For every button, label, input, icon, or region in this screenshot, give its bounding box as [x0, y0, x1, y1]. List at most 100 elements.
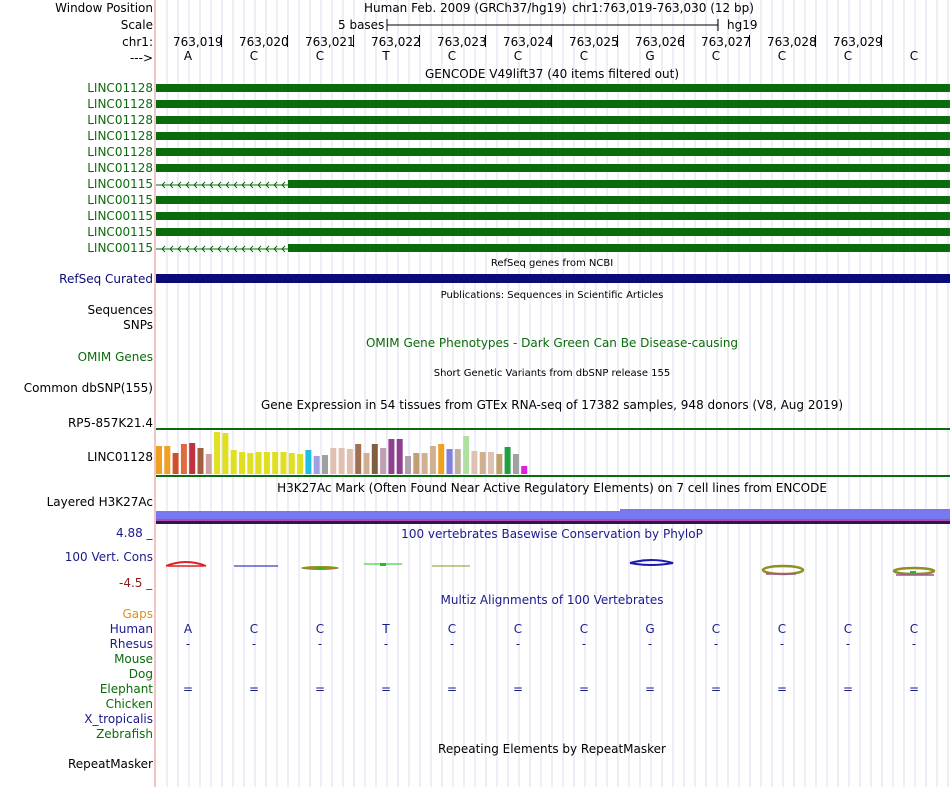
gencode-gene-label[interactable]: LINC01128 — [87, 81, 153, 95]
gencode-track-title: GENCODE V49lift37 (40 items filtered out… — [424, 67, 680, 81]
gencode-exon-bar[interactable] — [288, 180, 950, 188]
multiz-rhesus-mark: - — [581, 637, 587, 651]
ruler-position-label: 763,019 — [173, 35, 223, 49]
phylop-logos[interactable] — [156, 552, 950, 582]
publications-sequences-label[interactable]: Sequences — [87, 303, 153, 317]
multiz-species-label[interactable]: Human — [109, 622, 153, 636]
publications-snps-label[interactable]: SNPs — [123, 318, 153, 332]
omim-track-label[interactable]: OMIM Genes — [77, 350, 153, 364]
gencode-exon-bar[interactable] — [156, 196, 950, 204]
multiz-species-label[interactable]: Rhesus — [109, 637, 153, 651]
ruler-position-label: 763,020 — [239, 35, 289, 49]
gencode-intron-line[interactable] — [156, 180, 288, 190]
refseq-gene-bar[interactable] — [156, 274, 950, 283]
gencode-gene-label[interactable]: LINC00115 — [87, 241, 153, 255]
multiz-species-label[interactable]: Mouse — [114, 652, 153, 666]
gencode-intron-line[interactable] — [156, 244, 288, 254]
gencode-exon-bar[interactable] — [156, 164, 950, 172]
phylop-track-title: 100 vertebrates Basewise Conservation by… — [401, 527, 703, 541]
multiz-elephant-mark: = — [644, 682, 656, 696]
gencode-exon-bar[interactable] — [156, 100, 950, 108]
multiz-species-label[interactable]: Elephant — [99, 682, 153, 696]
multiz-rhesus-mark: - — [713, 637, 719, 651]
gencode-exon-bar[interactable] — [156, 116, 950, 124]
assembly-text: Human Feb. 2009 (GRCh37/hg19) — [364, 1, 567, 15]
ruler-tick — [485, 35, 486, 47]
ruler-base: C — [513, 49, 523, 63]
ruler-base: C — [777, 49, 787, 63]
multiz-rhesus-mark: - — [845, 637, 851, 651]
ruler-tick — [419, 35, 420, 47]
gtex-tissue-bar — [413, 453, 420, 474]
ruler-tick — [683, 35, 684, 47]
ruler-position-label: 763,025 — [569, 35, 619, 49]
gencode-gene-label[interactable]: LINC00115 — [87, 193, 153, 207]
gencode-exon-bar[interactable] — [156, 212, 950, 220]
gtex-tissue-bar — [280, 452, 287, 474]
gtex-tissue-bar — [313, 456, 320, 474]
gtex-tissue-bars[interactable] — [156, 430, 950, 475]
gtex-tissue-bar — [521, 466, 528, 474]
ruler-position-label: 763,022 — [371, 35, 421, 49]
gencode-exon-bar[interactable] — [156, 84, 950, 92]
gtex-gene-label-2[interactable]: LINC01128 — [87, 450, 153, 464]
gencode-exon-bar[interactable] — [288, 244, 950, 252]
gencode-gene-label[interactable]: LINC00115 — [87, 209, 153, 223]
h3k27ac-track-label[interactable]: Layered H3K27Ac — [46, 495, 153, 509]
publications-track-title: Publications: Sequences in Scientific Ar… — [440, 290, 664, 301]
gtex-tissue-bar — [504, 447, 511, 474]
gencode-gene-label[interactable]: LINC01128 — [87, 145, 153, 159]
multiz-species-label[interactable]: Dog — [128, 667, 153, 681]
gtex-tissue-bar — [454, 449, 461, 474]
gtex-tissue-bar — [205, 454, 212, 474]
gtex-divider-2 — [156, 475, 950, 477]
gtex-tissue-bar — [446, 449, 453, 474]
gtex-tissue-bar — [247, 453, 254, 474]
multiz-human-base: C — [909, 622, 919, 636]
gencode-exon-bar[interactable] — [156, 148, 950, 156]
gencode-gene-label[interactable]: LINC00115 — [87, 177, 153, 191]
gtex-tissue-bar — [363, 453, 370, 474]
multiz-human-base: C — [843, 622, 853, 636]
gencode-exon-bar[interactable] — [156, 132, 950, 140]
gencode-gene-label[interactable]: LINC01128 — [87, 161, 153, 175]
gencode-gene-label[interactable]: LINC01128 — [87, 97, 153, 111]
multiz-species-label[interactable]: Zebrafish — [96, 727, 153, 741]
ruler-tick — [221, 35, 222, 47]
refseq-track-title: RefSeq genes from NCBI — [490, 258, 614, 269]
ruler-base: C — [579, 49, 589, 63]
phylop-track-label[interactable]: 100 Vert. Cons — [64, 550, 153, 564]
refseq-track-label[interactable]: RefSeq Curated — [59, 272, 153, 286]
position-text[interactable]: chr1:763,019-763,030 (12 bp) — [572, 1, 754, 15]
ruler-base: C — [249, 49, 259, 63]
multiz-species-label[interactable]: X_tropicalis — [84, 712, 153, 726]
phylop-min-value: -4.5 _ — [119, 576, 153, 590]
omim-track-title: OMIM Gene Phenotypes - Dark Green Can Be… — [365, 336, 739, 350]
ruler-tick — [617, 35, 618, 47]
ruler-base: C — [315, 49, 325, 63]
multiz-human-base: C — [579, 622, 589, 636]
multiz-elephant-mark: = — [710, 682, 722, 696]
gencode-gene-label[interactable]: LINC01128 — [87, 129, 153, 143]
gtex-tissue-bar — [322, 455, 328, 474]
gencode-gene-label[interactable]: LINC01128 — [87, 113, 153, 127]
multiz-elephant-mark: = — [314, 682, 326, 696]
multiz-gaps-label[interactable]: Gaps — [122, 607, 153, 621]
repeatmasker-track-label[interactable]: RepeatMasker — [67, 757, 153, 771]
gtex-tissue-bar — [197, 448, 204, 474]
multiz-human-base: C — [777, 622, 787, 636]
gtex-tissue-bar — [396, 439, 403, 474]
h3k27ac-signal[interactable] — [156, 509, 950, 524]
gtex-tissue-bar — [371, 444, 378, 474]
ruler-tick — [749, 35, 750, 47]
multiz-rhesus-mark: - — [911, 637, 917, 651]
multiz-rhesus-mark: - — [449, 637, 455, 651]
multiz-species-label[interactable]: Chicken — [105, 697, 153, 711]
gtex-gene-label-1[interactable]: RP5-857K21.4 — [67, 416, 153, 430]
gencode-exon-bar[interactable] — [156, 228, 950, 236]
dbsnp-track-label[interactable]: Common dbSNP(155) — [23, 381, 153, 395]
multiz-rhesus-mark: - — [251, 637, 257, 651]
gencode-gene-label[interactable]: LINC00115 — [87, 225, 153, 239]
gtex-tissue-bar — [272, 452, 279, 474]
multiz-human-base: G — [645, 622, 655, 636]
